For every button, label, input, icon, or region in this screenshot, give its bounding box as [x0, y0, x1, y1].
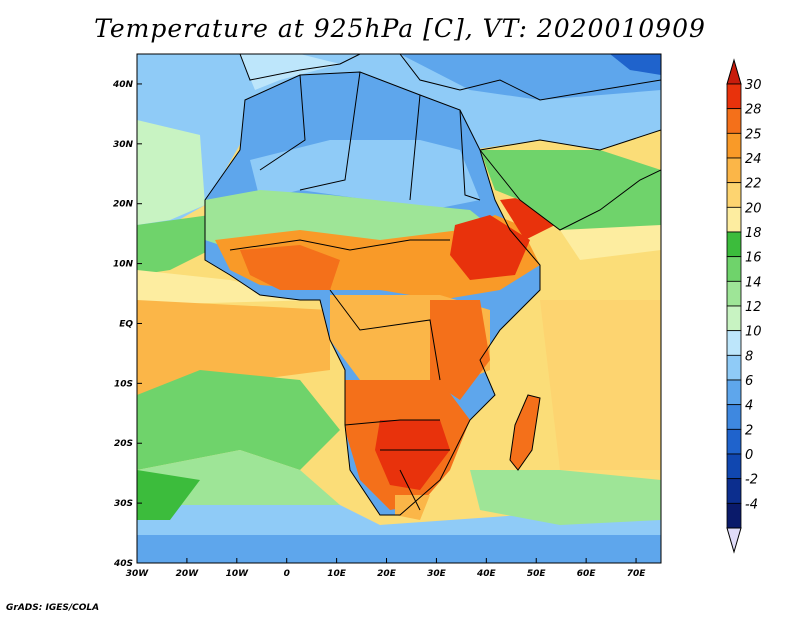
y-tick-label: 40N: [112, 80, 134, 90]
colorbar-level-label: 20: [745, 201, 762, 216]
madagascar-coastline: [509, 394, 541, 471]
x-axis: 30W 20W 10W 0 10E 20E 30E 40E 50E 60E 70E: [126, 558, 646, 579]
south-atlantic-lightgreen: [137, 450, 340, 520]
arabian-sea-warm: [560, 225, 661, 260]
colorbar-level-label: 10: [745, 325, 762, 340]
map-field: [137, 54, 661, 563]
y-tick-label: 40S: [113, 559, 133, 569]
colorbar-swatch: [726, 404, 742, 430]
colorbar-level-label: 24: [745, 152, 762, 167]
atlantic-cool-band: [137, 120, 205, 225]
east-africa-hot: [450, 215, 530, 280]
colorbar-swatch: [726, 108, 742, 134]
colorbar-swatch: [726, 379, 742, 406]
europe-cold: [400, 54, 661, 100]
x-tick-label: 30W: [126, 569, 150, 579]
plot-frame: [136, 53, 662, 564]
indian-ocean-warm: [540, 300, 661, 470]
europe-coldest: [610, 54, 661, 75]
south-africa-warm: [395, 495, 430, 520]
colorbar-swatch: [726, 428, 742, 455]
colorbar-swatch: [726, 280, 742, 307]
y-tick-label: 10S: [114, 379, 133, 389]
colorbar-swatch: [726, 330, 742, 356]
colorbar-swatch: [726, 231, 742, 258]
arabia-green: [480, 150, 661, 235]
gulf-guinea-warm: [137, 300, 330, 395]
west-africa-hot: [240, 245, 340, 290]
atlantic-green-band: [137, 215, 210, 275]
y-axis: 40N 30N 20N 10N EQ 10S 20S 30S 40S: [112, 80, 142, 569]
madagascar: [510, 395, 540, 470]
x-tick-label: 0: [284, 569, 290, 579]
y-tick-label: 20N: [113, 200, 134, 210]
y-tick-label: 20S: [114, 439, 133, 449]
south-atlantic-dark-green: [137, 470, 200, 520]
africa-coastline: [204, 71, 541, 516]
colorbar-level-label: 0: [745, 448, 753, 463]
colorbar-level-label: -4: [745, 497, 758, 512]
x-tick-label: 60E: [577, 569, 597, 579]
colorbar-level-label: -2: [745, 473, 758, 488]
indian-ocean-green: [470, 470, 661, 525]
sahara-cool: [250, 140, 480, 210]
country-borders: [229, 71, 481, 511]
colorbar-level-label: 8: [745, 349, 753, 364]
y-tick-label: 30S: [114, 499, 133, 509]
colorbar-swatch: [726, 157, 742, 184]
colorbar-swatch: [726, 206, 742, 233]
x-tick-label: 10E: [327, 569, 347, 579]
colorbar-level-label: 16: [745, 251, 762, 266]
x-tick-label: 40E: [476, 569, 497, 579]
europe-coastline: [239, 54, 661, 101]
colorbar-level-label: 18: [745, 226, 762, 241]
colorbar-swatch: [726, 478, 742, 504]
coastlines-and-borders: [204, 54, 661, 516]
footer-credit: GrADS: IGES/COLA: [6, 603, 100, 613]
arabia-coastline: [479, 129, 661, 231]
x-tick-label: 70E: [627, 569, 647, 579]
colorbar-swatch: [726, 502, 742, 529]
colorbar-swatch: [726, 83, 742, 110]
colorbar-level-label: 14: [745, 275, 762, 290]
x-tick-label: 10W: [226, 569, 250, 579]
colorbar-level-label: 4: [745, 399, 753, 414]
colorbar-level-label: 2: [745, 423, 753, 438]
colorbar-level-label: 6: [745, 374, 753, 389]
y-tick-label: 30N: [113, 140, 134, 150]
colorbar-level-label: 12: [745, 300, 762, 315]
south-atlantic-green: [137, 370, 340, 470]
colorbar-level-label: 30: [745, 78, 762, 93]
kalahari-hot: [375, 420, 450, 490]
colorbar-level-label: 25: [745, 127, 762, 142]
x-tick-label: 50E: [527, 569, 547, 579]
colorbar-swatch: [726, 132, 742, 159]
colorbar-swatch: [726, 256, 742, 282]
y-tick-label: EQ: [119, 319, 133, 329]
x-tick-label: 20E: [377, 569, 397, 579]
colorbar-level-label: 28: [745, 103, 762, 118]
colorbar-bottom-arrow: [726, 527, 742, 554]
x-tick-label: 30E: [427, 569, 447, 579]
colorbar-swatch: [726, 453, 742, 480]
y-tick-label: 10N: [113, 260, 134, 270]
southern-ocean-cold: [137, 535, 661, 563]
colorbar-swatch: [726, 305, 742, 332]
map-title: Temperature at 925hPa [C], VT: 202001090…: [94, 14, 706, 43]
colorbar-swatch: [726, 182, 742, 208]
colorbar-level-label: 22: [745, 177, 762, 192]
colorbar-top-arrow: [726, 58, 742, 85]
great-lakes-hot: [430, 300, 490, 400]
colorbar-swatch: [726, 354, 742, 381]
x-tick-label: 20W: [176, 569, 200, 579]
